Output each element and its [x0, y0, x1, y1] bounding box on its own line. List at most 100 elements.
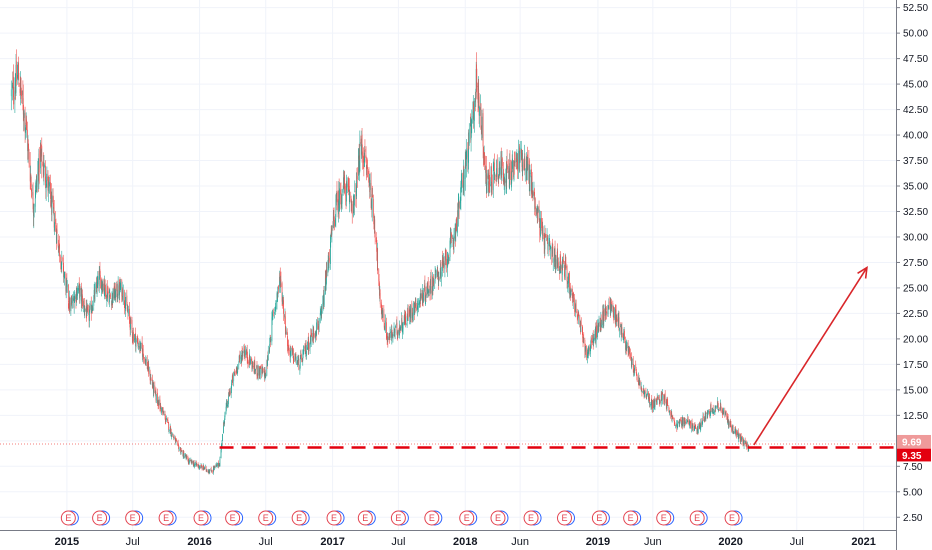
earnings-marker[interactable]: [125, 510, 141, 526]
candle-body: [708, 411, 709, 412]
earnings-marker[interactable]: [490, 510, 506, 526]
earnings-marker[interactable]: [158, 510, 174, 526]
candle-body: [725, 412, 727, 414]
candle-body: [459, 201, 461, 208]
candle-body: [103, 283, 105, 291]
candle-body: [567, 285, 569, 287]
candle-body: [528, 160, 530, 183]
candle-body: [161, 407, 162, 413]
candle-body: [295, 353, 297, 363]
candle-body: [97, 276, 99, 285]
candle-body: [364, 148, 366, 152]
candle-body: [186, 456, 187, 458]
candle-body: [379, 283, 380, 296]
candle-body: [528, 167, 530, 181]
candle-body: [669, 411, 671, 412]
earnings-marker[interactable]: [193, 510, 209, 526]
candle-body: [552, 247, 554, 263]
candle-body: [353, 195, 355, 206]
earnings-marker[interactable]: [390, 510, 406, 526]
candle-body: [63, 275, 65, 278]
candle-body: [32, 192, 34, 196]
candle-body: [424, 285, 425, 291]
earnings-marker[interactable]: [656, 510, 672, 526]
earnings-marker[interactable]: [623, 510, 639, 526]
candle-body: [452, 237, 453, 239]
candle-body: [432, 278, 434, 287]
earnings-marker[interactable]: [92, 510, 108, 526]
candle-body: [236, 367, 237, 372]
candle-body: [81, 295, 83, 297]
candle-body: [549, 242, 551, 252]
candle-body: [247, 357, 248, 360]
earnings-marker[interactable]: [459, 510, 475, 526]
candle-body: [55, 225, 57, 232]
candle-body: [738, 433, 740, 437]
candle-body: [531, 178, 533, 195]
candle-body: [580, 322, 582, 332]
earnings-marker[interactable]: [523, 510, 539, 526]
candle-body: [43, 164, 45, 176]
earnings-marker-label: E: [198, 513, 204, 523]
candle-body: [174, 436, 176, 439]
candle-body: [60, 263, 62, 269]
candle-body: [432, 278, 434, 288]
candle-body: [745, 441, 746, 443]
candle-body: [129, 319, 131, 323]
candle-body: [592, 340, 593, 343]
candle-body: [198, 467, 200, 469]
candle-body: [737, 431, 739, 439]
candle-body: [338, 202, 339, 215]
earnings-marker[interactable]: [291, 510, 307, 526]
candle-body: [71, 300, 72, 305]
earnings-marker[interactable]: [724, 510, 740, 526]
candle-body: [545, 235, 546, 237]
candle-body: [402, 327, 404, 331]
candle-body: [351, 202, 353, 206]
earnings-marker[interactable]: [258, 510, 274, 526]
candle-body: [295, 354, 296, 358]
candle-body: [640, 386, 642, 389]
earnings-marker[interactable]: [591, 510, 607, 526]
candle-body: [629, 347, 630, 355]
candle-body: [63, 265, 64, 278]
earnings-marker[interactable]: [326, 510, 342, 526]
candle-body: [310, 335, 311, 344]
earnings-marker[interactable]: [689, 510, 705, 526]
earnings-marker-label: E: [628, 513, 634, 523]
earnings-marker[interactable]: [357, 510, 373, 526]
candle-body: [359, 168, 360, 172]
candle-body: [554, 248, 556, 255]
candle-body: [285, 332, 287, 334]
earnings-marker-label: E: [495, 513, 501, 523]
earnings-marker[interactable]: [225, 510, 241, 526]
earnings-marker[interactable]: [556, 510, 572, 526]
candle-body: [616, 315, 617, 321]
candle-body: [705, 412, 706, 419]
earnings-marker[interactable]: [60, 510, 76, 526]
price-axis[interactable]: 2.505.007.5010.0012.5015.0017.5020.0022.…: [896, 0, 932, 550]
candle-body: [389, 336, 391, 338]
candle-body: [398, 328, 400, 335]
candle-body: [521, 149, 522, 155]
candle-body: [293, 359, 295, 361]
candle-body: [442, 259, 443, 271]
candle-body: [228, 393, 230, 394]
candle-body: [220, 449, 222, 459]
time-axis[interactable]: 2015 Jul 2016 Jul 2017 Jul 2018 Jun 2019 Jun 2020 J…: [0, 530, 896, 550]
candle-body: [583, 338, 585, 340]
earnings-marker[interactable]: [424, 510, 440, 526]
candle-body: [410, 305, 412, 319]
candle-body: [51, 191, 52, 215]
projection-arrow[interactable]: [753, 267, 868, 446]
candle-body: [190, 460, 192, 461]
candle-body: [144, 358, 146, 360]
candle-body: [730, 421, 731, 426]
candle-body: [631, 357, 632, 367]
candle-body: [722, 411, 723, 415]
time-tick-label: 2016: [187, 536, 211, 548]
candle-body: [294, 356, 296, 358]
candle-body: [243, 348, 245, 356]
candle-body: [537, 209, 538, 214]
